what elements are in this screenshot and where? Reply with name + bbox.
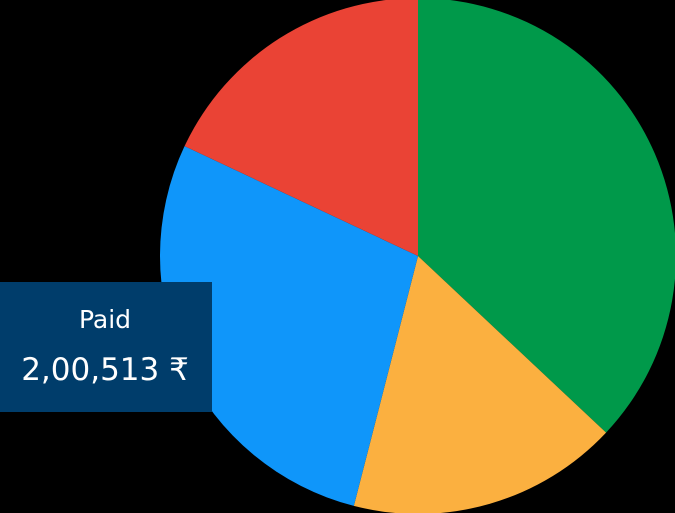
tooltip-value: 2,00,513 ₹ <box>21 352 189 388</box>
pie-slice-4[interactable] <box>184 0 418 256</box>
pie-slice-1[interactable] <box>418 0 675 433</box>
tooltip-series-label: Paid <box>78 305 132 334</box>
pie-slice-2[interactable] <box>353 256 607 513</box>
pie-slice-3[interactable] <box>160 146 419 506</box>
tooltip-background <box>0 282 212 412</box>
